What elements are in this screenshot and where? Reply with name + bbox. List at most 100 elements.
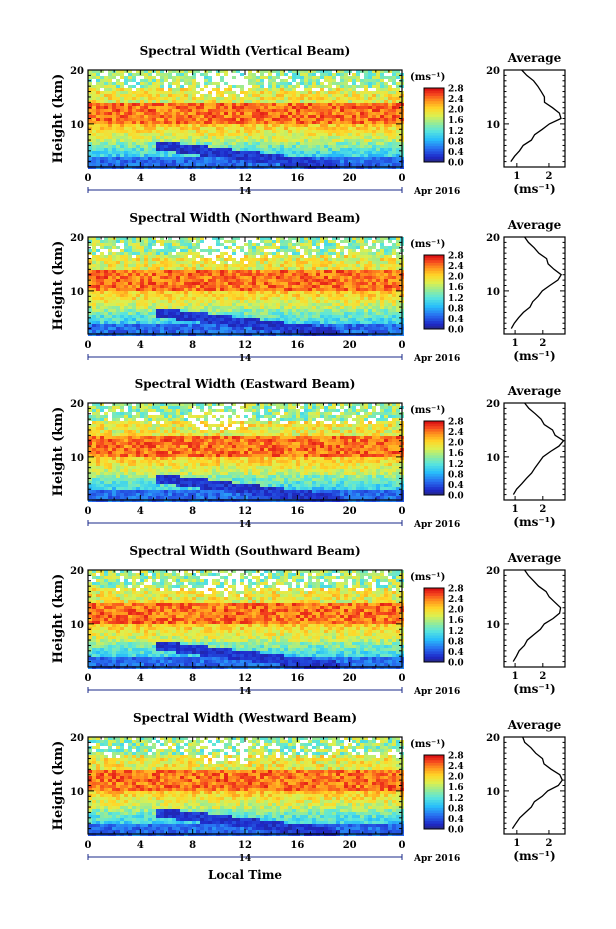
heatmap-cell bbox=[140, 124, 144, 127]
heatmap-cell bbox=[144, 318, 148, 321]
heatmap-cell bbox=[116, 291, 120, 294]
heatmap-cell bbox=[92, 321, 96, 324]
heatmap-cell bbox=[308, 136, 312, 139]
heatmap-cell bbox=[96, 82, 100, 85]
heatmap-cell bbox=[116, 240, 120, 243]
heatmap-cell bbox=[276, 279, 280, 282]
heatmap-cell bbox=[104, 324, 108, 327]
heatmap-cell bbox=[364, 282, 368, 285]
heatmap-cell bbox=[336, 264, 340, 267]
heatmap-cell bbox=[144, 133, 148, 136]
heatmap-cell bbox=[100, 112, 104, 115]
heatmap-cell bbox=[212, 148, 216, 151]
heatmap-cell bbox=[140, 243, 144, 246]
heatmap-cell bbox=[320, 148, 324, 151]
heatmap-cell bbox=[256, 249, 260, 252]
heatmap-cell bbox=[296, 306, 300, 309]
heatmap-cell bbox=[284, 282, 288, 285]
heatmap-cell bbox=[220, 315, 224, 318]
heatmap-cell bbox=[124, 133, 128, 136]
heatmap-cell bbox=[140, 142, 144, 145]
heatmap-cell bbox=[248, 291, 252, 294]
heatmap-cell bbox=[300, 157, 304, 160]
heatmap-cell bbox=[228, 300, 232, 303]
heatmap-cell bbox=[376, 133, 380, 136]
heatmap-cell bbox=[364, 243, 368, 246]
heatmap-cell bbox=[196, 109, 200, 112]
heatmap-cell bbox=[364, 70, 368, 73]
heatmap-cell bbox=[352, 270, 356, 273]
heatmap-cell bbox=[148, 127, 152, 130]
heatmap-cell bbox=[188, 154, 192, 157]
heatmap-cell bbox=[104, 106, 108, 109]
heatmap-cell bbox=[216, 300, 220, 303]
heatmap-cell bbox=[112, 294, 116, 297]
heatmap-cell bbox=[128, 79, 132, 82]
heatmap-cell bbox=[144, 124, 148, 127]
heatmap-cell bbox=[176, 273, 180, 276]
heatmap-cell bbox=[256, 106, 260, 109]
heatmap-cell bbox=[152, 270, 156, 273]
heatmap-cell bbox=[368, 103, 372, 106]
heatmap-cell bbox=[100, 142, 104, 145]
heatmap-cell bbox=[208, 106, 212, 109]
heatmap-cell bbox=[116, 97, 120, 100]
heatmap-cell bbox=[320, 139, 324, 142]
heatmap-cell bbox=[152, 327, 156, 330]
heatmap-cell bbox=[336, 142, 340, 145]
heatmap-cell bbox=[116, 255, 120, 258]
heatmap-cell bbox=[368, 255, 372, 258]
heatmap-cell bbox=[288, 154, 292, 157]
heatmap-cell bbox=[224, 163, 228, 166]
heatmap-cell bbox=[388, 109, 392, 112]
heatmap-cell bbox=[200, 309, 204, 312]
heatmap-cell bbox=[392, 163, 396, 166]
heatmap-cell bbox=[344, 300, 348, 303]
heatmap-cell bbox=[340, 312, 344, 315]
heatmap-cell bbox=[360, 300, 364, 303]
heatmap-cell bbox=[320, 303, 324, 306]
heatmap-cell bbox=[212, 130, 216, 133]
heatmap-cell bbox=[128, 115, 132, 118]
heatmap-cell bbox=[276, 121, 280, 124]
heatmap-cell bbox=[100, 315, 104, 318]
heatmap-cell bbox=[188, 70, 192, 73]
heatmap-cell bbox=[112, 327, 116, 330]
heatmap-cell bbox=[220, 309, 224, 312]
heatmap-cell bbox=[128, 300, 132, 303]
heatmap-cell bbox=[104, 79, 108, 82]
heatmap-cell bbox=[132, 118, 136, 121]
heatmap-cell bbox=[288, 240, 292, 243]
heatmap-cell bbox=[176, 109, 180, 112]
heatmap-cell bbox=[220, 151, 224, 154]
heatmap-cell bbox=[120, 315, 124, 318]
heatmap-cell bbox=[124, 163, 128, 166]
heatmap-cell bbox=[268, 151, 272, 154]
heatmap-cell bbox=[136, 255, 140, 258]
heatmap-cell bbox=[148, 327, 152, 330]
heatmap-cell bbox=[292, 94, 296, 97]
colorbar-tick-label: 0.4 bbox=[448, 148, 464, 158]
heatmap-cell bbox=[300, 282, 304, 285]
heatmap-cell bbox=[376, 261, 380, 264]
heatmap-cell bbox=[348, 276, 352, 279]
heatmap-cell bbox=[376, 160, 380, 163]
heatmap-cell bbox=[364, 255, 368, 258]
heatmap-cell bbox=[356, 136, 360, 139]
heatmap-cell bbox=[100, 100, 104, 103]
x-tick-label: 0 bbox=[85, 173, 92, 184]
heatmap-cell bbox=[284, 267, 288, 270]
heatmap-cell bbox=[256, 294, 260, 297]
heatmap-cell bbox=[376, 252, 380, 255]
heatmap-cell bbox=[220, 103, 224, 106]
heatmap-cell bbox=[340, 130, 344, 133]
heatmap-cell bbox=[292, 300, 296, 303]
heatmap-cell bbox=[104, 303, 108, 306]
heatmap-cell bbox=[248, 276, 252, 279]
heatmap-cell bbox=[380, 318, 384, 321]
heatmap-cell bbox=[188, 85, 192, 88]
heatmap-cell bbox=[256, 264, 260, 267]
heatmap-cell bbox=[140, 163, 144, 166]
heatmap-cell bbox=[356, 291, 360, 294]
heatmap-cell bbox=[356, 324, 360, 327]
